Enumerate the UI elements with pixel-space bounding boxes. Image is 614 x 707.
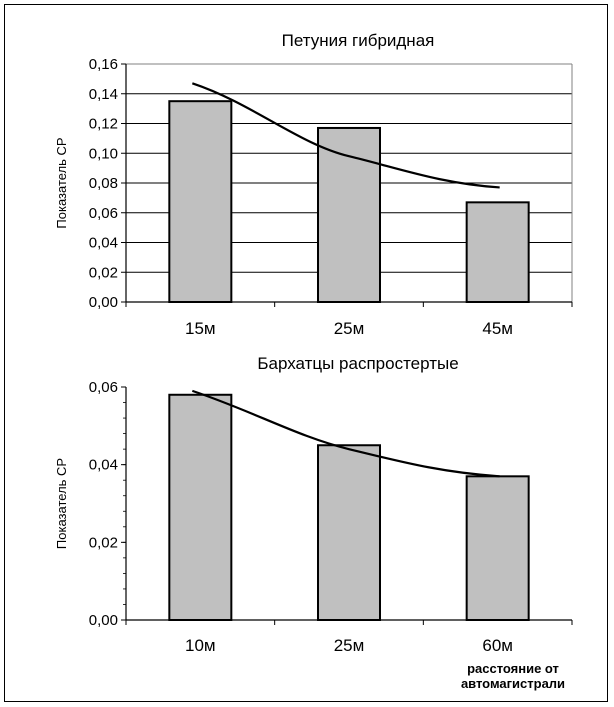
chart-1-category-label: 45м — [482, 319, 513, 338]
chart-1-y-tick-label: 0,02 — [89, 264, 118, 281]
chart-1-bar-25м — [317, 126, 381, 304]
chart-1-y-axis-label: Показатель СР — [54, 137, 69, 228]
chart-1-bar-45м — [465, 201, 530, 303]
chart-1-y-tick-label: 0,12 — [89, 116, 118, 133]
chart-2-category-label: 60м — [482, 636, 513, 655]
chart-1-trendline — [191, 82, 500, 189]
chart-2-trendline — [191, 389, 500, 478]
chart-1-title: Петуния гибридная — [282, 31, 435, 50]
chart-2-y-tick-label: 0,06 — [89, 379, 118, 396]
chart-2-title: Бархатцы распростертые — [257, 354, 458, 373]
chart-2-y-tick-label: 0,00 — [89, 612, 118, 629]
chart-1-y-tick-label: 0,14 — [89, 86, 118, 103]
chart-1-category-label: 15м — [185, 319, 216, 338]
chart-2-bar-10м — [168, 393, 233, 621]
chart-1-y-tick-label: 0,08 — [89, 175, 118, 192]
chart-2-y-axis-label: Показатель СР — [54, 458, 69, 549]
chart-1-y-tick-label: 0,06 — [89, 205, 118, 222]
chart-2-bar-25м — [317, 444, 381, 621]
chart-1-y-tick-label: 0,10 — [89, 145, 118, 162]
chart-1-category-label: 25м — [334, 319, 365, 338]
chart-1-y-tick-label: 0,04 — [89, 235, 118, 252]
chart-2-y-tick-label: 0,02 — [89, 534, 118, 551]
chart-2-bar-60м — [465, 475, 530, 622]
chart-2-category-label: 25м — [334, 636, 365, 655]
chart-1-y-tick-label: 0,16 — [89, 56, 118, 73]
chart-2-category-label: 10м — [185, 636, 216, 655]
chart-1-bar-15м — [168, 100, 233, 303]
chart-2-x-axis-label: расстояние от — [467, 661, 559, 676]
chart-2-x-axis-label: автомагистрали — [461, 676, 565, 691]
chart-2-y-tick-label: 0,04 — [89, 457, 118, 474]
chart-1-y-tick-label: 0,00 — [89, 294, 118, 311]
